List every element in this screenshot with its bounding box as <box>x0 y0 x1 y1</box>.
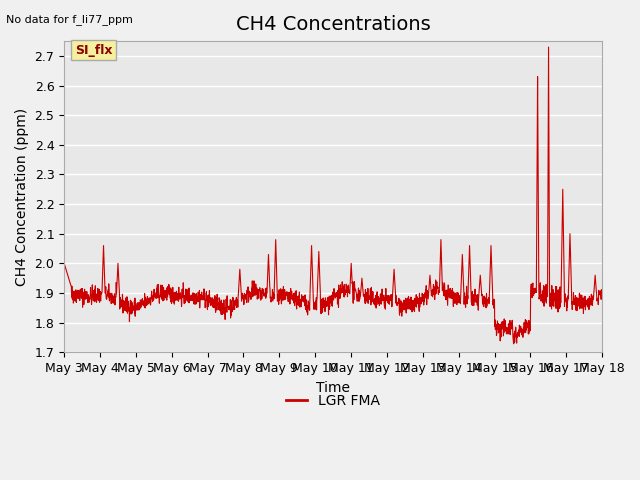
Text: No data for f_li77_ppm: No data for f_li77_ppm <box>6 14 133 25</box>
Title: CH4 Concentrations: CH4 Concentrations <box>236 15 431 34</box>
X-axis label: Time: Time <box>316 381 350 395</box>
Y-axis label: CH4 Concentration (ppm): CH4 Concentration (ppm) <box>15 108 29 286</box>
Legend: LGR FMA: LGR FMA <box>280 389 386 414</box>
Text: SI_flx: SI_flx <box>75 44 113 57</box>
